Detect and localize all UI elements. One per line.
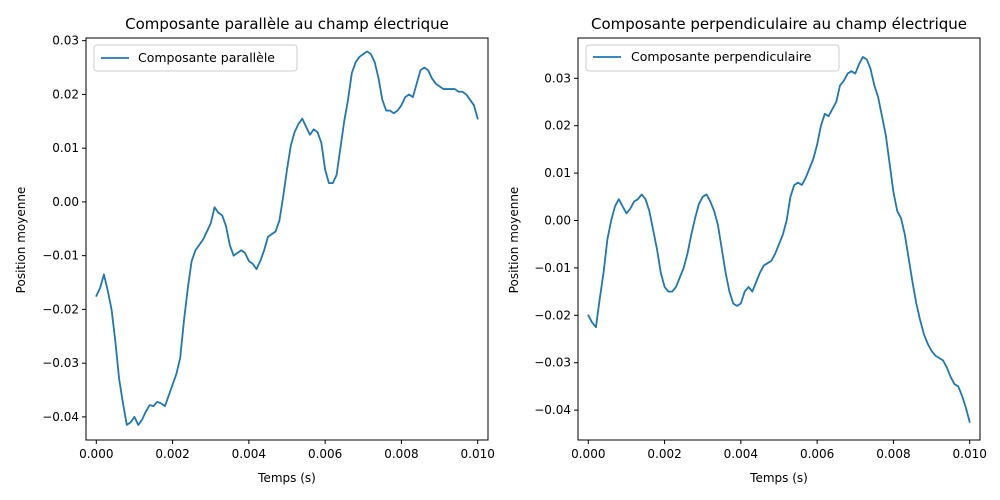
x-tick-label: 0.002 bbox=[647, 447, 681, 461]
y-tick-label: 0.01 bbox=[52, 141, 79, 155]
series-line bbox=[95, 50, 479, 426]
chart-title: Composante parallèle au champ électrique bbox=[125, 15, 449, 33]
y-axis-ticks: −0.04 −0.03 −0.02 −0.01 0.00 0.01 0.02 0.03 bbox=[534, 71, 578, 417]
chart-title: Composante perpendiculaire au champ élec… bbox=[591, 15, 967, 33]
x-tick-label: 0.010 bbox=[461, 447, 495, 461]
x-tick-label: 0.000 bbox=[79, 447, 113, 461]
x-tick-label: 0.006 bbox=[308, 447, 342, 461]
chart-parallel: Composante parallèle au champ électrique… bbox=[14, 15, 495, 485]
x-tick-label: 0.010 bbox=[953, 447, 987, 461]
series-line bbox=[587, 56, 971, 423]
y-tick-label: −0.04 bbox=[42, 410, 79, 424]
y-tick-label: −0.01 bbox=[534, 261, 571, 275]
y-axis-label: Position moyenne bbox=[507, 187, 521, 294]
y-tick-label: 0.01 bbox=[544, 166, 571, 180]
x-axis-label: Temps (s) bbox=[749, 471, 808, 485]
y-tick-label: 0.03 bbox=[544, 71, 571, 85]
plot-frame bbox=[85, 37, 489, 441]
x-axis-ticks: 0.000 0.002 0.004 0.006 0.008 0.010 bbox=[571, 440, 987, 461]
series-layer bbox=[587, 56, 971, 423]
legend-entry: Composante parallèle bbox=[138, 50, 275, 65]
y-tick-label: 0.00 bbox=[52, 195, 79, 209]
legend: Composante parallèle bbox=[93, 44, 298, 72]
x-tick-label: 0.002 bbox=[155, 447, 189, 461]
x-tick-label: 0.006 bbox=[800, 447, 834, 461]
x-tick-label: 0.008 bbox=[384, 447, 418, 461]
series-layer bbox=[95, 50, 479, 426]
x-axis-ticks: 0.000 0.002 0.004 0.006 0.008 0.010 bbox=[79, 440, 495, 461]
y-tick-label: 0.00 bbox=[544, 214, 571, 228]
legend-box bbox=[93, 44, 298, 72]
y-tick-label: 0.02 bbox=[52, 87, 79, 101]
y-tick-label: 0.03 bbox=[52, 34, 79, 48]
y-tick-label: −0.02 bbox=[42, 302, 79, 316]
x-tick-label: 0.008 bbox=[876, 447, 910, 461]
x-tick-label: 0.004 bbox=[232, 447, 266, 461]
chart-perpendicular: Composante perpendiculaire au champ élec… bbox=[507, 15, 987, 485]
y-tick-label: −0.03 bbox=[534, 356, 571, 370]
y-axis-ticks: −0.04 −0.03 −0.02 −0.01 0.00 0.01 0.02 0.03 bbox=[42, 34, 86, 424]
y-tick-label: −0.03 bbox=[42, 356, 79, 370]
y-axis-label: Position moyenne bbox=[14, 187, 28, 294]
y-tick-label: 0.02 bbox=[544, 119, 571, 133]
y-tick-label: −0.02 bbox=[534, 308, 571, 322]
x-tick-label: 0.000 bbox=[571, 447, 605, 461]
x-tick-label: 0.004 bbox=[724, 447, 758, 461]
plot-frame bbox=[577, 37, 981, 441]
x-axis-label: Temps (s) bbox=[257, 471, 316, 485]
legend-box bbox=[585, 44, 840, 72]
y-tick-label: −0.04 bbox=[534, 403, 571, 417]
legend-entry: Composante perpendiculaire bbox=[631, 49, 812, 64]
y-tick-label: −0.01 bbox=[42, 249, 79, 263]
legend: Composante perpendiculaire bbox=[585, 44, 840, 72]
